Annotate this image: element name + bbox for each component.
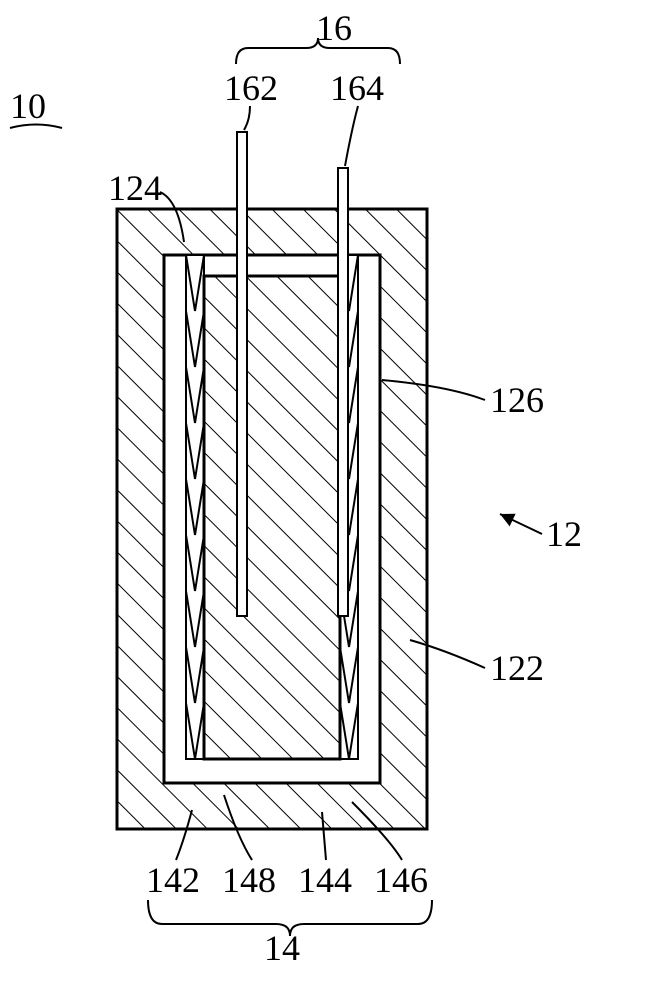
label-146: 146 xyxy=(374,860,428,900)
label-16: 16 xyxy=(316,8,352,48)
label-122: 122 xyxy=(490,648,544,688)
label-142: 142 xyxy=(146,860,200,900)
label-162: 162 xyxy=(224,68,278,108)
label-144: 144 xyxy=(298,860,352,900)
label-124: 124 xyxy=(108,168,162,208)
label-14: 14 xyxy=(264,928,300,968)
label-12: 12 xyxy=(546,514,582,554)
technical-diagram: 10 16 162 164 124 126 12 122 142 148 144 146 14 xyxy=(0,0,672,1000)
label-148: 148 xyxy=(222,860,276,900)
label-164: 164 xyxy=(330,68,384,108)
label-126: 126 xyxy=(490,380,544,420)
label-10: 10 xyxy=(10,86,46,126)
